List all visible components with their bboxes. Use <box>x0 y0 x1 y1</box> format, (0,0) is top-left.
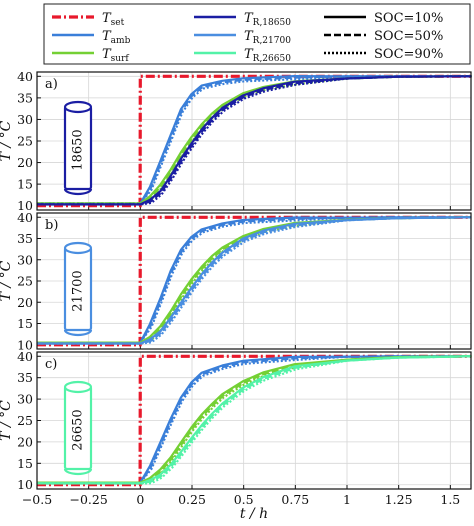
y-tick-label: 35 <box>17 370 33 385</box>
cell-label: 21700 <box>71 270 86 311</box>
x-axis-label: t / h <box>240 506 268 522</box>
x-tick-label: −0.5 <box>22 492 52 507</box>
y-tick-label: 10 <box>17 477 33 492</box>
cell-label: 18650 <box>71 129 86 170</box>
x-tick-label: 0.5 <box>234 492 254 507</box>
y-tick-label: 15 <box>17 177 33 192</box>
panel-label: c) <box>45 357 57 372</box>
legend-label: Tsurf <box>102 47 129 64</box>
legend-symbol: T <box>244 11 254 26</box>
series-line-t-r-21700 <box>37 216 472 345</box>
series-line-t-amb <box>37 355 472 484</box>
y-tick-label: 30 <box>17 252 33 267</box>
panel-2: 10 15 20 25 30 35 40 b) 21700 T / °C <box>0 210 472 352</box>
series-line-t-r-18650 <box>37 75 472 206</box>
y-tick-label: 10 <box>17 198 33 213</box>
x-tick-label: −0.25 <box>70 492 108 507</box>
plot-frame <box>36 351 472 490</box>
y-tick-label: 30 <box>17 392 33 407</box>
y-axis-label: T / °C <box>0 400 14 441</box>
y-tick-label: 20 <box>17 155 33 170</box>
legend-frame <box>43 3 471 65</box>
series-line-t-amb <box>37 216 472 344</box>
legend-entry: SOC=50% <box>324 29 443 44</box>
series-line-t-r-26650 <box>37 355 472 485</box>
legend-label: SOC=10% <box>374 11 443 26</box>
cell-icon: 26650 <box>63 380 93 476</box>
legend-entry: SOC=90% <box>324 47 443 62</box>
legend-entry: TR,26650 <box>194 47 291 64</box>
x-tick-label: 0.75 <box>281 492 309 507</box>
cell-bottom <box>63 329 93 337</box>
series-line-t-r-26650 <box>37 355 471 485</box>
cell-top <box>63 380 93 394</box>
panel-label: b) <box>45 218 58 233</box>
legend-label: TR,21700 <box>244 29 291 46</box>
legend-symbol: T <box>102 29 112 44</box>
x-tick-label: 1.5 <box>440 492 460 507</box>
y-tick-label: 40 <box>17 69 33 84</box>
legend-symbol: T <box>102 47 112 62</box>
x-tick-label: 1.25 <box>385 492 413 507</box>
cell-top <box>63 100 93 114</box>
legend-subscript: set <box>111 18 125 28</box>
y-tick-label: 20 <box>17 434 33 449</box>
y-axis-label: T / °C <box>0 260 14 301</box>
legend-entry: TR,18650 <box>194 11 291 28</box>
x-tick-label: 1 <box>343 492 351 507</box>
y-tick-label: 25 <box>17 134 33 149</box>
y-tick-label: 30 <box>17 112 33 127</box>
legend-label: SOC=50% <box>374 29 443 44</box>
plot-frame <box>36 212 472 350</box>
legend-symbol: T <box>244 29 254 44</box>
series-line-t-r-18650 <box>37 75 472 206</box>
x-tick-label: 0 <box>136 492 144 507</box>
cell-top <box>63 241 93 255</box>
legend-symbol: T <box>244 47 254 62</box>
panel-3: 10 15 20 25 30 35 40 c) 26650 T / °C <box>0 349 472 492</box>
cell-bottom <box>63 188 93 196</box>
panel-label: a) <box>45 77 58 92</box>
legend-entry: SOC=10% <box>324 11 443 26</box>
y-tick-label: 15 <box>17 316 33 331</box>
plot-frame <box>36 71 472 211</box>
legend-subscript: amb <box>111 36 131 46</box>
series-line-t-amb <box>37 355 471 484</box>
series-line-t-surf <box>37 355 471 484</box>
legend-subscript: R,26650 <box>253 54 292 64</box>
legend: Tset TR,18650 SOC=10%Tamb TR,21700 SOC=50%Ts… <box>43 3 471 65</box>
legend-label: SOC=90% <box>374 47 443 62</box>
legend-symbol: T <box>102 11 112 26</box>
y-tick-label: 25 <box>17 413 33 428</box>
legend-subscript: surf <box>111 54 130 64</box>
legend-entry: Tsurf <box>52 47 129 64</box>
y-tick-label: 15 <box>17 456 33 471</box>
y-tick-label: 20 <box>17 295 33 310</box>
y-tick-label: 40 <box>17 349 33 364</box>
legend-label: TR,26650 <box>244 47 291 64</box>
series-line-t-amb <box>37 75 472 205</box>
x-tick-label: 0.25 <box>178 492 206 507</box>
y-tick-label: 25 <box>17 274 33 289</box>
legend-subscript: R,21700 <box>253 36 292 46</box>
legend-label: Tset <box>102 11 125 28</box>
legend-entry: Tset <box>52 11 125 28</box>
legend-label: TR,18650 <box>244 11 291 28</box>
y-tick-label: 35 <box>17 231 33 246</box>
legend-label: Tamb <box>102 29 131 46</box>
panel-1: 10 15 20 25 30 35 40 a) 18650 T / °C <box>0 69 472 213</box>
y-tick-label: 40 <box>17 210 33 225</box>
y-tick-label: 35 <box>17 90 33 105</box>
cell-icon: 18650 <box>63 100 93 196</box>
cell-label: 26650 <box>71 409 86 450</box>
y-tick-label: 10 <box>17 337 33 352</box>
legend-entry: Tamb <box>52 29 131 46</box>
legend-entry: TR,21700 <box>194 29 291 46</box>
cell-bottom <box>63 468 93 476</box>
legend-subscript: R,18650 <box>253 18 292 28</box>
cell-icon: 21700 <box>63 241 93 337</box>
y-axis-label: T / °C <box>0 120 14 161</box>
